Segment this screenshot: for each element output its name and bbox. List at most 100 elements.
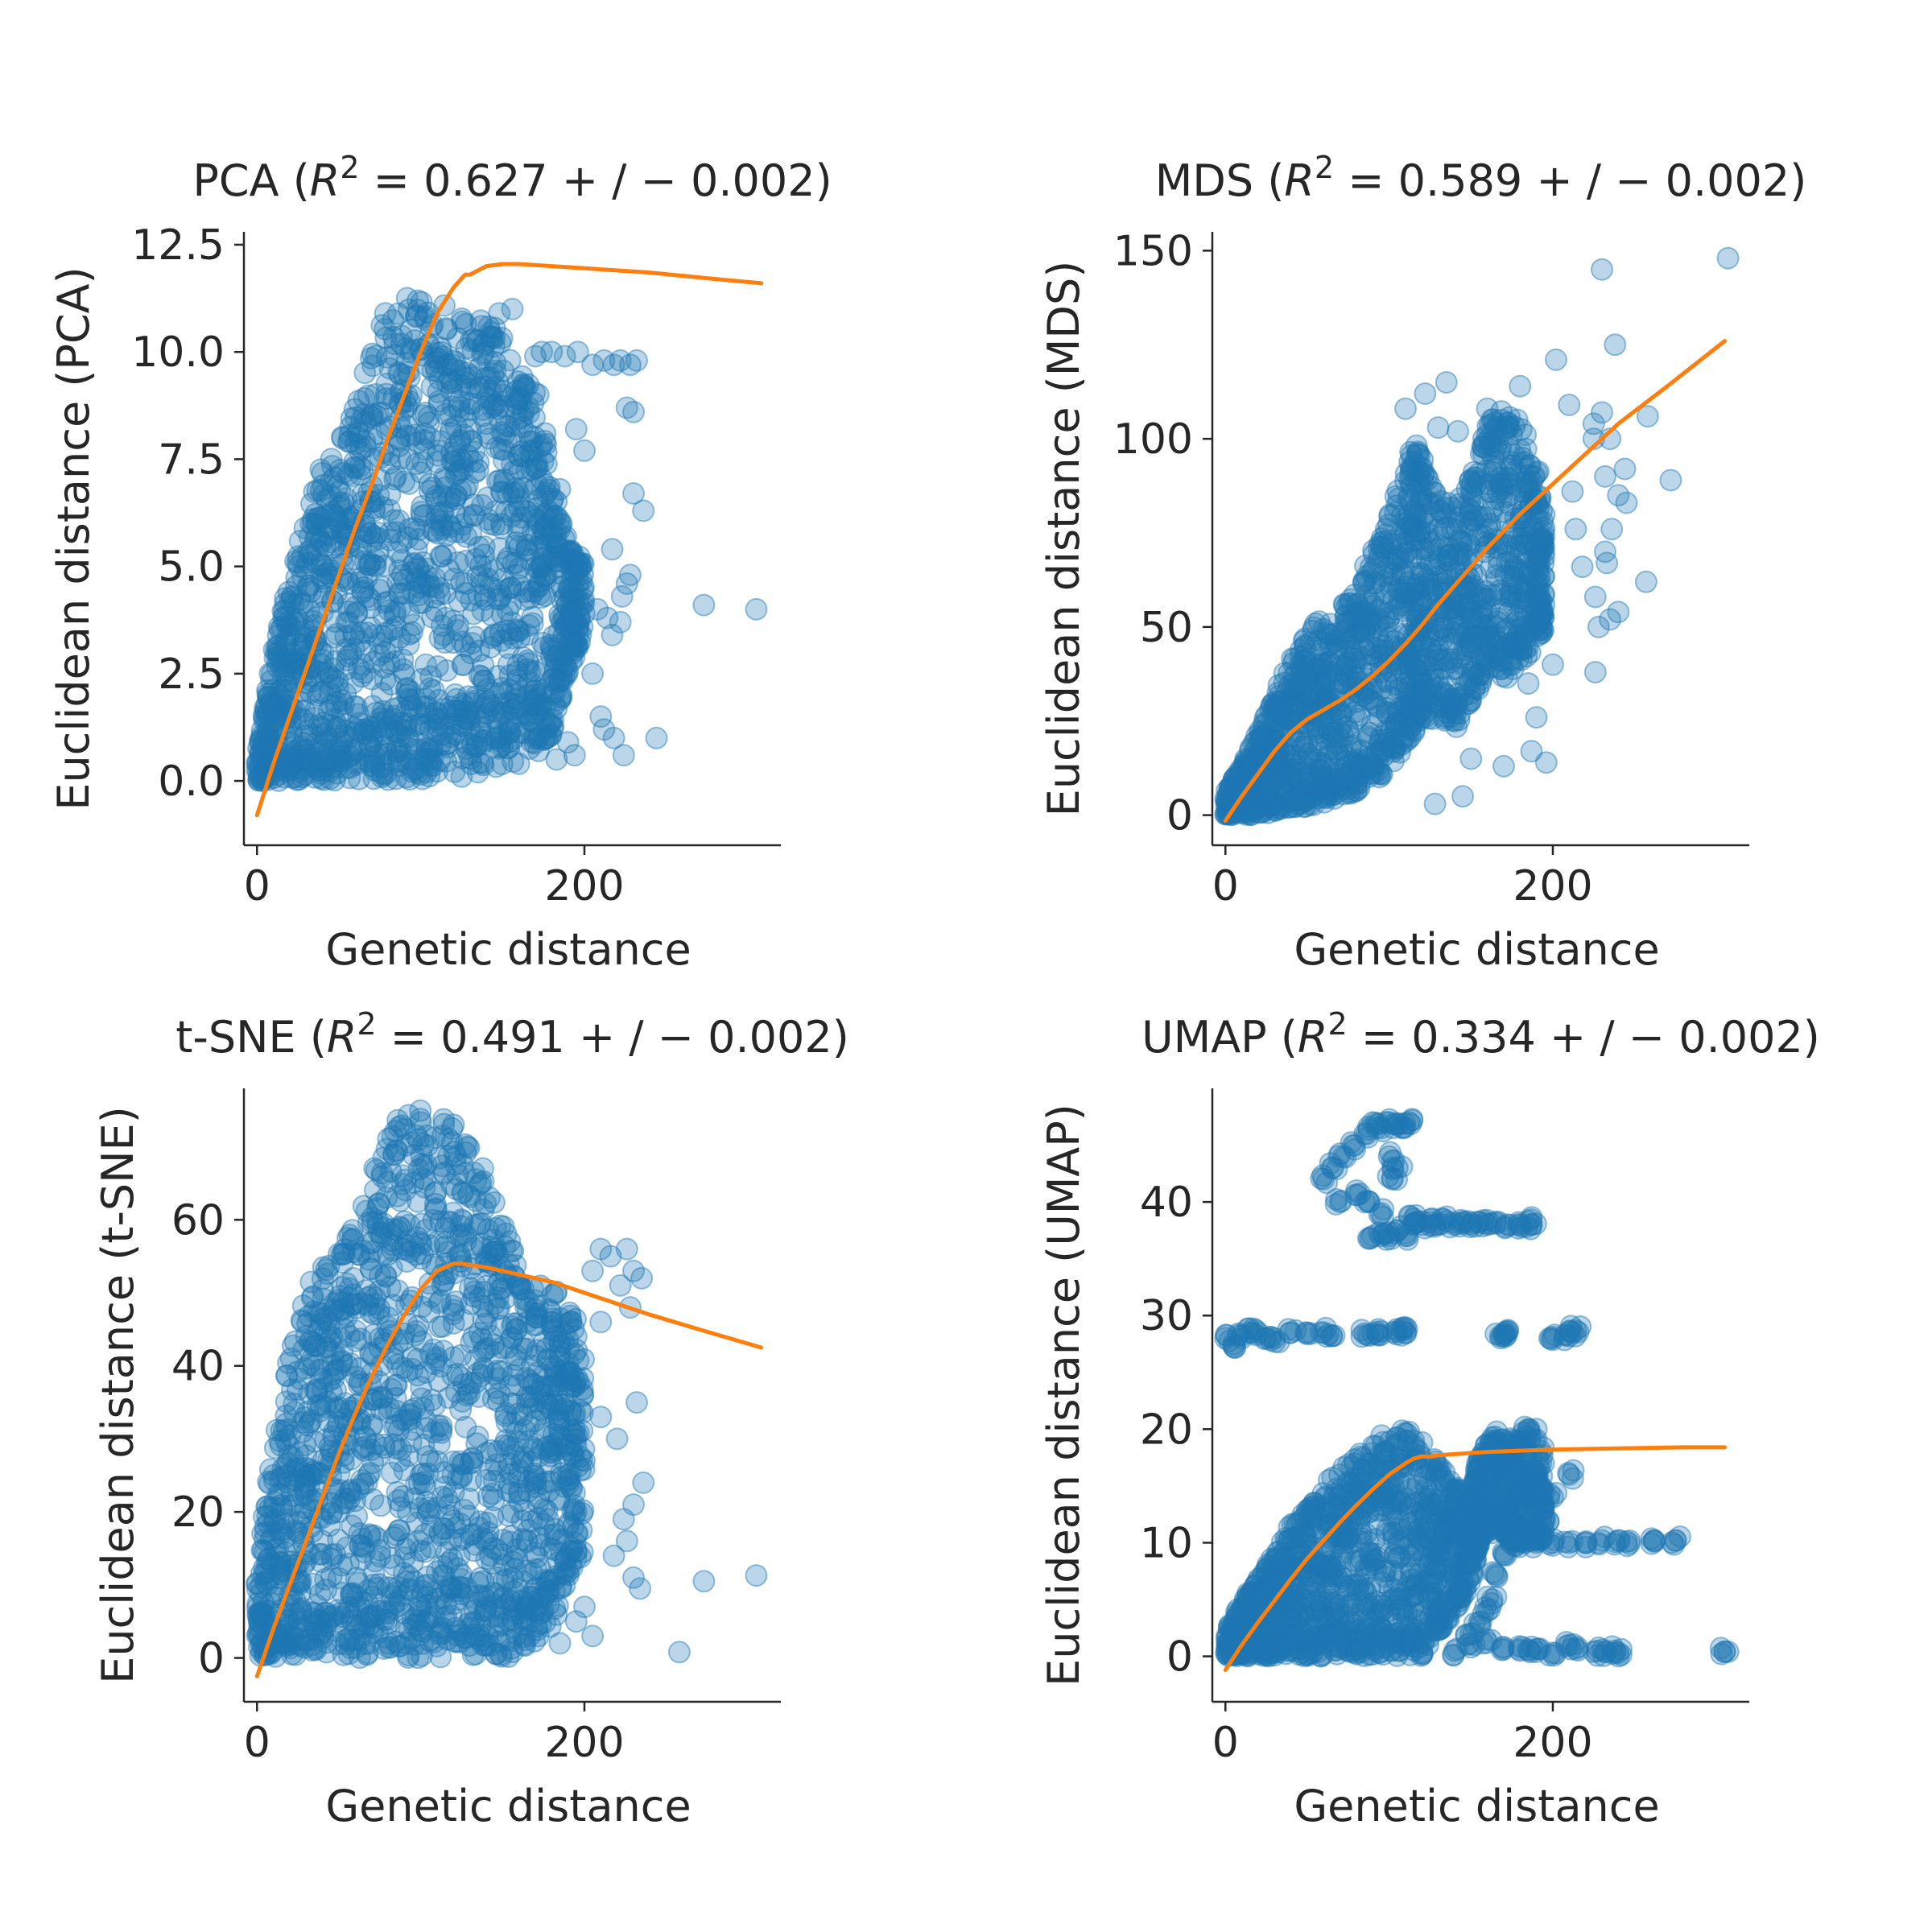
data-point (305, 525, 328, 548)
data-point (1294, 642, 1318, 665)
data-point (253, 706, 276, 729)
data-point (1368, 762, 1391, 785)
data-point (319, 530, 342, 554)
data-point (266, 655, 289, 679)
data-point (476, 486, 499, 510)
data-point (316, 488, 339, 511)
data-point (484, 392, 507, 415)
data-point (480, 626, 503, 650)
data-point (279, 754, 303, 778)
data-point (458, 378, 481, 401)
data-point (471, 334, 494, 357)
data-point (524, 727, 547, 750)
data-point (1232, 758, 1255, 782)
data-point (490, 629, 514, 652)
data-point (320, 756, 343, 779)
data-point (464, 625, 487, 649)
data-point (379, 521, 402, 544)
data-point (602, 726, 625, 749)
data-point (1542, 653, 1564, 676)
data-point (1357, 687, 1381, 711)
data-point (1364, 693, 1388, 716)
data-point (559, 539, 583, 563)
data-point (572, 601, 596, 625)
data-point (434, 402, 457, 426)
data-point (498, 721, 522, 745)
data-point (1270, 701, 1294, 724)
data-point (1312, 767, 1335, 791)
data-point (337, 572, 361, 595)
data-point (436, 353, 460, 377)
data-point (560, 558, 584, 581)
data-point (350, 409, 374, 432)
data-point (523, 381, 547, 404)
data-point (1309, 672, 1332, 695)
data-point (1253, 712, 1276, 735)
data-point (421, 747, 444, 770)
data-point (363, 745, 386, 768)
data-point (442, 450, 465, 473)
data-point (351, 457, 374, 481)
data-point (300, 723, 323, 746)
data-point (1352, 637, 1376, 660)
data-point (564, 418, 588, 441)
data-point (1352, 754, 1374, 778)
data-point (565, 635, 588, 658)
data-point (502, 698, 525, 721)
data-point (426, 341, 449, 365)
data-point (312, 567, 335, 590)
data-point (530, 682, 553, 705)
y-tick-label: 100 (1113, 415, 1193, 464)
data-point (1318, 779, 1341, 803)
data-point (390, 548, 414, 572)
data-point (275, 629, 298, 652)
data-point (455, 525, 478, 548)
data-point (1282, 683, 1306, 707)
data-point (481, 362, 505, 386)
data-point (359, 753, 382, 777)
data-point (466, 330, 489, 353)
data-point (1371, 634, 1394, 657)
data-point (542, 716, 565, 739)
data-point (392, 658, 415, 681)
data-point (1319, 737, 1342, 761)
data-point (1287, 677, 1311, 700)
data-point (529, 694, 552, 717)
data-point (378, 599, 401, 622)
data-point (474, 588, 497, 611)
data-point (552, 604, 576, 627)
data-point (306, 731, 329, 754)
data-point (403, 698, 427, 720)
data-point (559, 541, 582, 564)
data-point (502, 460, 526, 483)
data-point (534, 514, 557, 538)
data-point (385, 740, 408, 763)
data-point (421, 575, 444, 598)
data-point (1246, 797, 1269, 820)
data-point (1223, 766, 1246, 790)
data-point (1249, 801, 1272, 824)
data-point (455, 336, 478, 360)
data-point (407, 584, 431, 607)
data-point (358, 716, 382, 739)
data-point (361, 403, 384, 427)
data-point (291, 613, 315, 637)
data-point (495, 414, 518, 437)
data-point (263, 646, 287, 670)
data-point (566, 615, 589, 638)
data-point (1275, 696, 1298, 719)
data-point (309, 506, 332, 530)
data-point (275, 612, 298, 635)
data-point (505, 551, 528, 575)
data-point (435, 316, 458, 340)
data-point (444, 444, 467, 468)
data-point (251, 733, 275, 757)
data-point (1375, 733, 1398, 756)
data-point (1361, 691, 1385, 715)
data-point (516, 658, 539, 681)
data-point (1264, 704, 1287, 727)
data-point (1390, 504, 1414, 527)
data-point (466, 761, 489, 784)
data-point (471, 343, 493, 366)
data-point (1364, 637, 1388, 660)
